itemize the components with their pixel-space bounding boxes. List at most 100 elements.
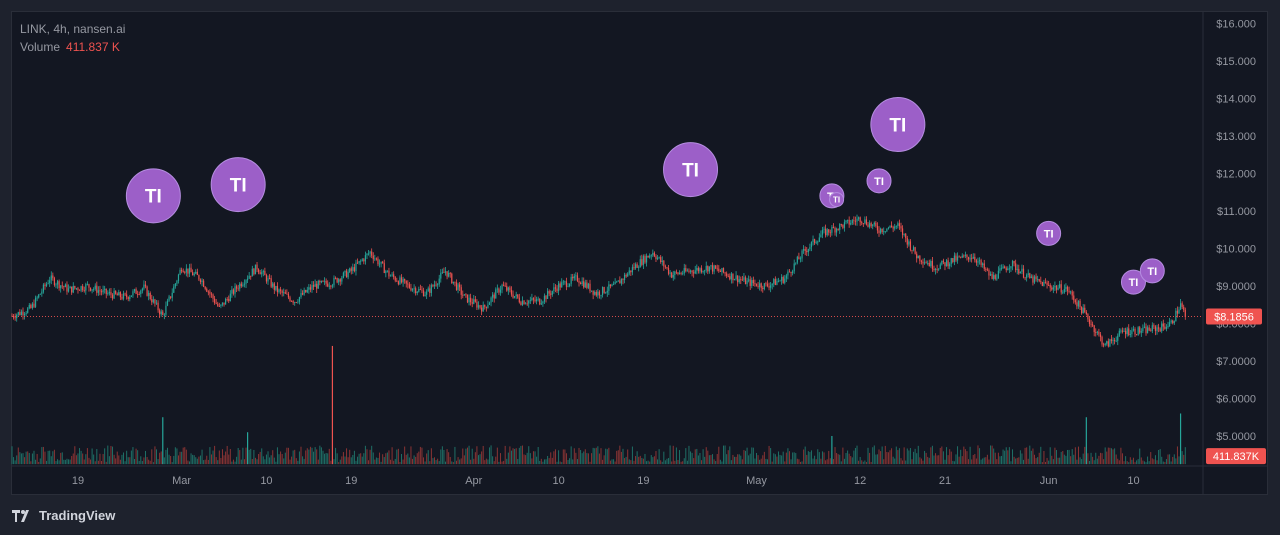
- price-tick-label: $16.000: [1216, 18, 1256, 30]
- candle-down: [762, 285, 764, 293]
- volume-bar: [716, 453, 718, 465]
- candle-down: [470, 293, 472, 306]
- candle-up: [426, 289, 428, 300]
- candle-up: [1120, 328, 1122, 334]
- ti-marker[interactable]: TI: [663, 142, 719, 198]
- ti-marker[interactable]: TI: [1120, 269, 1146, 295]
- candle-down: [832, 223, 835, 229]
- volume-bar: [666, 458, 668, 465]
- ti-marker[interactable]: TI: [829, 192, 845, 208]
- candle-down: [1098, 328, 1100, 337]
- ti-marker[interactable]: TI: [210, 157, 266, 213]
- volume-bar: [14, 460, 16, 465]
- volume-bar: [52, 451, 54, 465]
- volume-bar: [589, 461, 591, 465]
- volume-bar: [680, 461, 682, 465]
- volume-bar: [245, 447, 247, 465]
- candle-up: [311, 280, 313, 293]
- volume-bar: [138, 460, 140, 465]
- volume-bar: [957, 446, 959, 465]
- volume-bar: [735, 456, 737, 465]
- candle-up: [360, 259, 362, 265]
- volume-bar: [130, 450, 132, 465]
- ti-marker[interactable]: TI: [866, 168, 892, 194]
- volume-bar: [1070, 456, 1072, 465]
- candle-up: [272, 281, 274, 289]
- volume-bar: [1106, 451, 1108, 465]
- volume-bar: [702, 449, 704, 465]
- volume-spike: [331, 345, 334, 465]
- volume-bar: [1071, 449, 1073, 465]
- volume-bar: [836, 453, 838, 465]
- candle-down: [876, 222, 879, 234]
- candle-up: [923, 258, 926, 265]
- candle-down: [592, 290, 594, 300]
- volume-bar: [1015, 458, 1017, 465]
- candle-up: [49, 276, 51, 287]
- volume-bar: [401, 454, 403, 465]
- candle-up: [606, 286, 608, 297]
- candle-up: [771, 283, 773, 290]
- volume-bar: [1139, 448, 1141, 465]
- candle-down: [625, 273, 627, 278]
- volume-bar: [152, 462, 154, 465]
- volume-bar: [905, 460, 907, 465]
- candle-down: [281, 289, 283, 297]
- ti-marker[interactable]: TI: [870, 97, 926, 153]
- candle-up: [1077, 300, 1080, 309]
- ti-marker-label: TI: [145, 187, 162, 208]
- volume-bar: [928, 457, 930, 465]
- volume-bar: [858, 460, 860, 465]
- ti-marker[interactable]: TI: [125, 168, 181, 224]
- candle-down: [1103, 342, 1105, 348]
- candle-up: [587, 282, 590, 290]
- tradingview-logo[interactable]: TradingView: [12, 508, 115, 523]
- volume-bar: [1125, 456, 1127, 465]
- candle-down: [754, 279, 756, 287]
- candle-down: [952, 258, 954, 264]
- volume-bar: [437, 458, 439, 465]
- candle-down: [485, 306, 487, 312]
- volume-bar: [434, 457, 436, 465]
- volume-bar: [578, 447, 580, 465]
- candle-up: [1054, 281, 1056, 291]
- volume-bar: [341, 456, 343, 465]
- volume-bar: [105, 461, 107, 465]
- candle-up: [25, 310, 27, 317]
- volume-bar: [19, 452, 21, 465]
- candle-up: [1062, 290, 1064, 295]
- candle-down: [859, 216, 861, 226]
- candle-up: [713, 264, 715, 275]
- volume-bar: [564, 449, 566, 465]
- candle-down: [716, 264, 718, 272]
- candle-down: [196, 268, 198, 276]
- last-volume-label: 411.837K: [1213, 451, 1260, 463]
- candle-down: [124, 292, 126, 296]
- candle-up: [1019, 271, 1021, 274]
- candle-up: [1002, 264, 1004, 269]
- volume-bar: [41, 447, 43, 465]
- chart-frame[interactable]: [11, 11, 1268, 495]
- price-tick-label: $9.0000: [1216, 281, 1256, 293]
- volume-bar: [595, 447, 597, 465]
- volume-bar: [1101, 453, 1103, 465]
- volume-bar: [988, 459, 990, 465]
- candle-up: [457, 282, 459, 294]
- volume-bar: [936, 455, 938, 465]
- volume-bar: [1057, 457, 1059, 465]
- volume-bar: [952, 460, 954, 465]
- ti-marker[interactable]: TI: [1036, 220, 1062, 246]
- ti-marker[interactable]: TI: [1139, 258, 1165, 284]
- volume-bar: [964, 449, 966, 465]
- volume-bar: [302, 456, 304, 465]
- volume-bar: [210, 454, 212, 465]
- volume-bar: [217, 460, 219, 465]
- candle-up: [177, 273, 180, 284]
- volume-bar: [1008, 447, 1010, 465]
- volume-bar: [798, 459, 800, 465]
- volume-bar: [501, 461, 503, 465]
- volume-bar: [166, 447, 168, 465]
- volume-bar: [151, 449, 153, 465]
- candle-up: [934, 267, 937, 275]
